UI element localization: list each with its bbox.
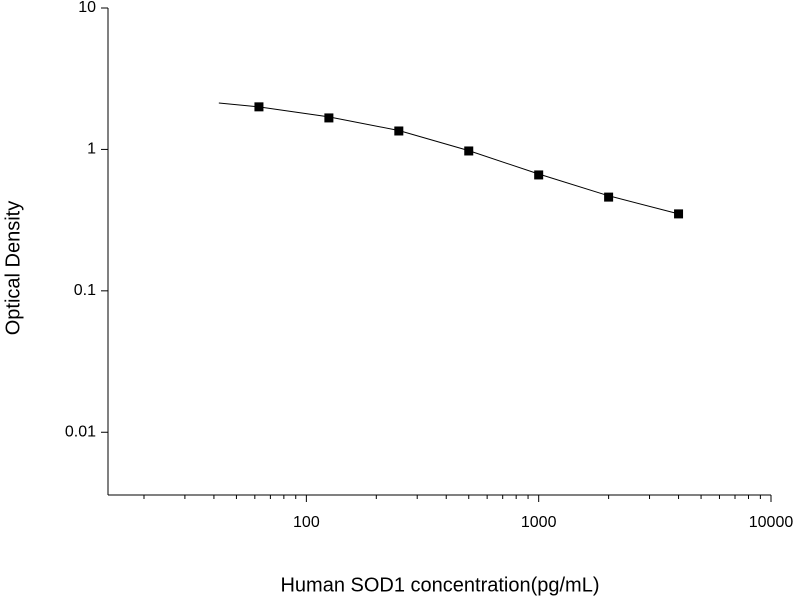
data-point: [324, 113, 334, 123]
fit-curve: [218, 102, 679, 215]
x-axis-title: Human SOD1 concentration(pg/mL): [280, 574, 599, 596]
y-tick-label: 10: [78, 0, 96, 16]
x-tick-label: 10000: [749, 514, 794, 531]
data-point: [254, 102, 264, 112]
x-tick-label: 1000: [521, 514, 557, 531]
y-tick-label: 0.1: [74, 282, 96, 299]
data-point: [534, 170, 544, 180]
y-axis-title: Optical Density: [2, 201, 24, 336]
data-point: [394, 126, 404, 136]
y-tick-label: 1: [87, 141, 96, 158]
x-tick-label: 100: [293, 514, 320, 531]
y-tick-label: 0.01: [65, 423, 96, 440]
data-point: [674, 209, 684, 219]
data-point: [604, 192, 614, 202]
data-point: [464, 146, 474, 156]
